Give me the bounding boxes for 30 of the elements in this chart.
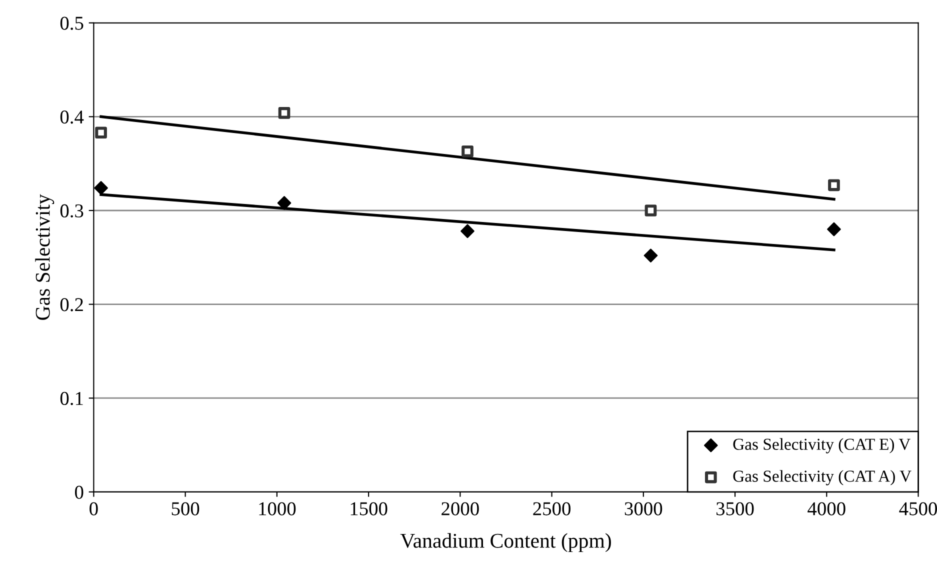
x-tick-label: 3000 (624, 502, 662, 516)
x-tick-label: 1000 (259, 502, 296, 516)
x-tick-label: 3500 (716, 502, 754, 516)
y-tick-label: 0.5 (60, 16, 84, 30)
point (95, 126, 107, 139)
y-tick-label: 0.2 (60, 298, 83, 312)
x-tick-label: 4500 (899, 502, 937, 516)
x-tick-label: 1500 (350, 502, 388, 516)
point (277, 196, 292, 210)
x-tick-label: 2500 (533, 502, 570, 516)
point (644, 248, 658, 262)
x-tick-label: 2000 (442, 502, 479, 516)
legend-label: Gas Selectivity (CAT A) V (733, 470, 912, 486)
y-tick-label: 0.4 (60, 110, 84, 124)
y-tick-label: 0.3 (60, 204, 84, 218)
x-tick-label: 500 (172, 502, 200, 516)
point (828, 179, 840, 192)
point (827, 222, 841, 236)
point (644, 204, 657, 216)
y-axis-title: Gas Selectivity (35, 194, 54, 320)
point (462, 145, 474, 158)
y-tick-label: 0 (74, 486, 84, 499)
point (278, 107, 290, 119)
legend-label: Gas Selectivity (CAT E) V (733, 438, 910, 454)
point (94, 181, 108, 195)
point (460, 224, 474, 238)
x-tick-label: 4000 (808, 502, 846, 516)
x-axis-title: Vanadium Content (ppm) (400, 533, 611, 552)
y-tick-label: 0.1 (60, 392, 83, 406)
x-tick-label: 0 (90, 502, 98, 516)
